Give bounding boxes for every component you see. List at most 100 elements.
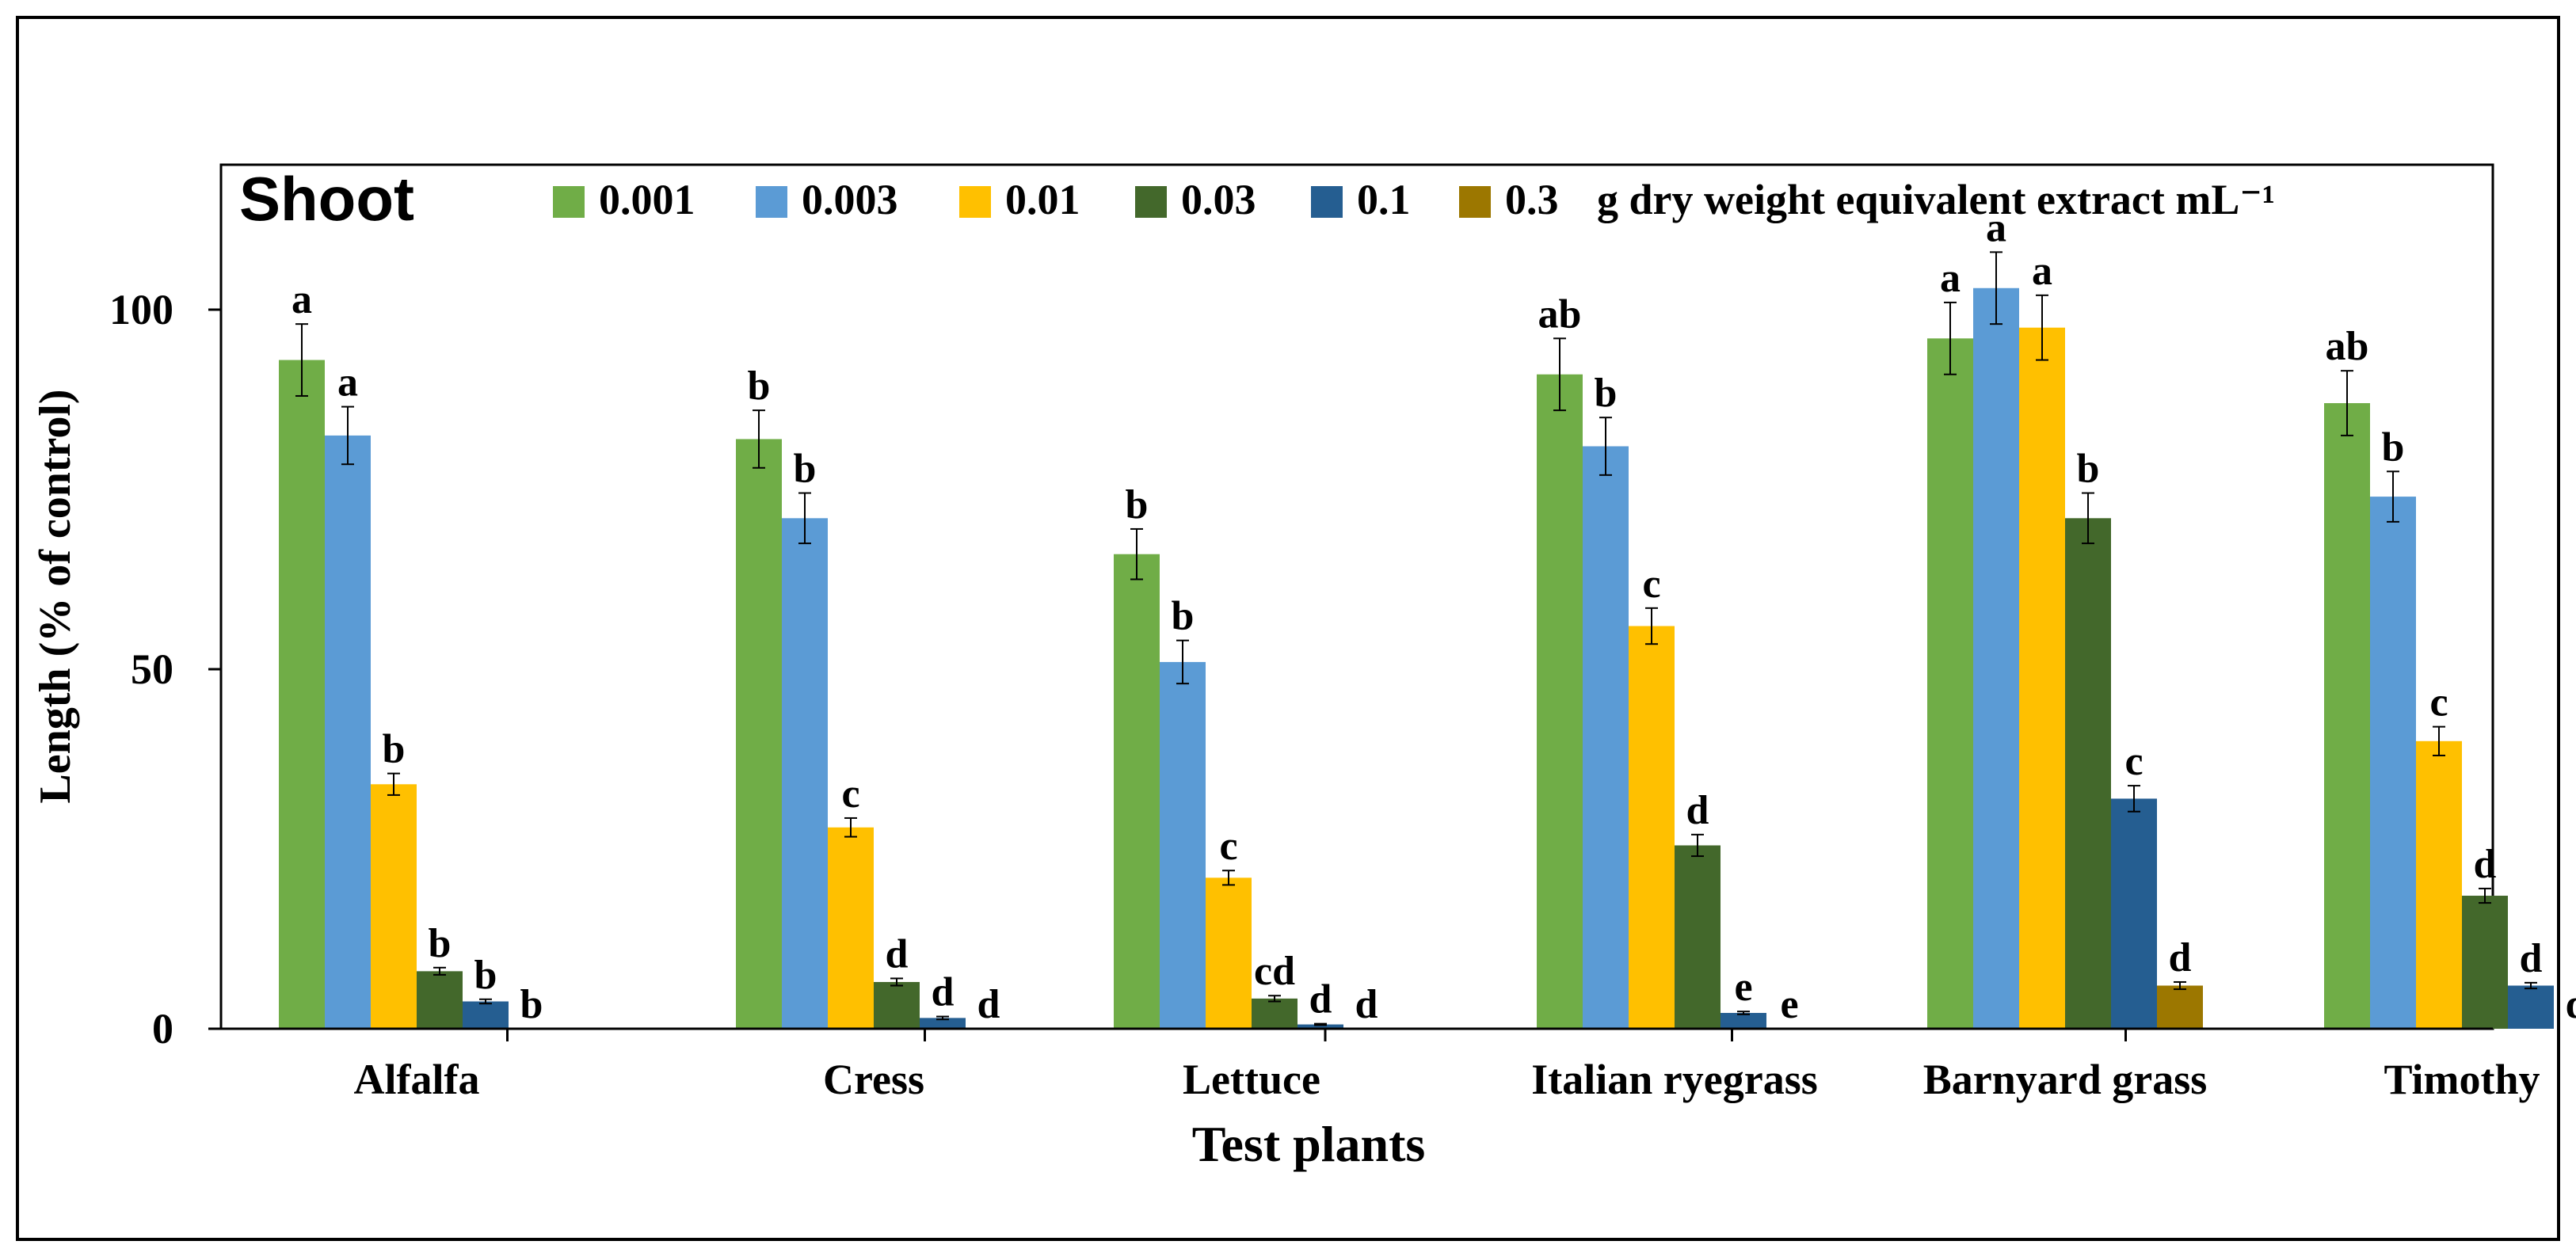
- bar-cress-0-003: [782, 518, 828, 1029]
- bar-timothy-0-1: [2508, 985, 2554, 1029]
- legend-label-0-1: 0.1: [1357, 176, 1411, 223]
- legend-swatch-0-1: [1311, 186, 1343, 218]
- significance-letter-barnyard-grass-0-001: a: [1940, 256, 1961, 301]
- bar-lettuce-0-001: [1114, 554, 1160, 1029]
- bar-timothy-0-01: [2416, 740, 2462, 1029]
- bar-lettuce-0-1: [1298, 1024, 1343, 1029]
- bar-barnyard-grass-0-003: [1973, 287, 2019, 1029]
- y-tick-label-0: 0: [152, 1005, 173, 1053]
- bar-timothy-0-03: [2462, 896, 2508, 1029]
- legend-item-0-001: 0.001: [553, 176, 695, 223]
- y-axis: 0 50 100: [109, 286, 221, 1053]
- significance-letter-timothy-0-001: ab: [2326, 324, 2369, 369]
- bar-cress-0-1: [920, 1018, 966, 1029]
- bar-groups: aabbbbbbcdddbbccdddabbcdeeaaabcdabbcddd: [221, 205, 2576, 1030]
- significance-letter-cress-0-01: c: [841, 771, 859, 817]
- legend-unit-label: g dry weight equivalent extract mL⁻¹: [1597, 176, 2275, 223]
- legend-item-0-03: 0.03: [1135, 176, 1256, 223]
- significance-letter-timothy-0-3: d: [2566, 982, 2576, 1027]
- y-tick-label-100: 100: [109, 286, 173, 333]
- bar-italian-ryegrass-0-003: [1583, 446, 1629, 1029]
- significance-letter-alfalfa-0-01: b: [383, 727, 406, 772]
- bar-barnyard-grass-0-1: [2111, 798, 2157, 1029]
- significance-letter-barnyard-grass-0-1: c: [2124, 739, 2143, 784]
- significance-letter-cress-0-3: d: [977, 982, 1000, 1027]
- significance-letter-alfalfa-0-1: b: [474, 953, 497, 998]
- x-axis: Alfalfa Cress Lettuce Italian ryegrass Barny…: [354, 1029, 2540, 1103]
- x-tick-label-lettuce: Lettuce: [1183, 1056, 1320, 1103]
- significance-letter-italian-ryegrass-0-01: c: [1642, 561, 1660, 607]
- bar-alfalfa-0-1: [463, 1001, 509, 1029]
- x-tick-label-alfalfa: Alfalfa: [354, 1056, 480, 1103]
- significance-letter-italian-ryegrass-0-003: b: [1595, 371, 1618, 416]
- x-axis-label: Test plants: [1192, 1116, 1426, 1172]
- legend-item-0-1: 0.1: [1311, 176, 1411, 223]
- legend-swatch-0-003: [756, 186, 787, 218]
- legend: 0.001 0.003 0.01 0.03 0.1 0.3: [553, 176, 1559, 223]
- significance-letter-italian-ryegrass-0-03: d: [1686, 788, 1709, 833]
- legend-label-0-03: 0.03: [1181, 176, 1256, 223]
- y-tick-label-50: 50: [131, 645, 173, 693]
- bar-barnyard-grass-0-001: [1927, 338, 1973, 1029]
- bar-alfalfa-0-001: [279, 360, 325, 1029]
- legend-item-0-01: 0.01: [959, 176, 1080, 223]
- significance-letter-lettuce-0-1: d: [1309, 977, 1332, 1022]
- significance-letter-lettuce-0-03: cd: [1254, 949, 1295, 994]
- bar-group-italian-ryegrass: abb c d e e: [1537, 291, 1799, 1030]
- legend-label-0-003: 0.003: [802, 176, 898, 223]
- significance-letter-alfalfa-0-003: a: [337, 360, 358, 405]
- bar-timothy-0-001: [2324, 403, 2370, 1029]
- significance-letter-alfalfa-0-3: b: [520, 982, 543, 1027]
- bar-group-timothy: abbcddd: [2324, 324, 2576, 1029]
- significance-letter-cress-0-003: b: [794, 447, 817, 492]
- bar-barnyard-grass-0-3: [2157, 985, 2203, 1029]
- significance-letter-italian-ryegrass-0-001: ab: [1538, 291, 1582, 337]
- bar-cress-0-03: [874, 981, 920, 1029]
- bar-italian-ryegrass-0-1: [1721, 1013, 1766, 1029]
- bar-alfalfa-0-003: [325, 435, 371, 1029]
- significance-letter-timothy-0-03: d: [2474, 842, 2497, 887]
- significance-letter-barnyard-grass-0-03: b: [2077, 447, 2100, 492]
- bar-timothy-0-003: [2370, 497, 2416, 1029]
- significance-letter-barnyard-grass-0-3: d: [2169, 935, 2192, 980]
- bar-barnyard-grass-0-01: [2019, 327, 2065, 1029]
- significance-letter-barnyard-grass-0-01: a: [2032, 249, 2052, 294]
- significance-letter-timothy-0-1: d: [2520, 936, 2543, 981]
- x-tick-label-cress: Cress: [823, 1056, 924, 1103]
- legend-swatch-0-01: [959, 186, 991, 218]
- legend-item-0-003: 0.003: [756, 176, 898, 223]
- bar-barnyard-grass-0-03: [2065, 518, 2111, 1029]
- significance-letter-cress-0-1: d: [932, 970, 955, 1015]
- significance-letter-lettuce-0-001: b: [1126, 482, 1149, 527]
- bar-alfalfa-0-03: [417, 971, 463, 1029]
- significance-letter-lettuce-0-3: d: [1355, 982, 1378, 1027]
- x-tick-label-timothy: Timothy: [2384, 1056, 2540, 1103]
- y-axis-label: Length (% of control): [31, 389, 80, 803]
- bar-italian-ryegrass-0-001: [1537, 374, 1583, 1030]
- bar-cress-0-001: [736, 439, 782, 1029]
- legend-label-0-01: 0.01: [1005, 176, 1080, 223]
- significance-letter-lettuce-0-003: b: [1172, 594, 1195, 639]
- legend-swatch-0-03: [1135, 186, 1167, 218]
- legend-item-0-3: 0.3: [1459, 176, 1559, 223]
- figure-border: [16, 16, 2560, 1241]
- significance-letter-barnyard-grass-0-003: a: [1986, 205, 2006, 250]
- legend-label-0-3: 0.3: [1505, 176, 1559, 223]
- legend-label-0-001: 0.001: [599, 176, 695, 223]
- significance-letter-italian-ryegrass-0-3: e: [1780, 982, 1798, 1027]
- x-tick-label-italian-ryegrass: Italian ryegrass: [1531, 1056, 1817, 1103]
- bar-cress-0-01: [828, 827, 874, 1029]
- significance-letter-italian-ryegrass-0-1: e: [1734, 965, 1752, 1010]
- significance-letter-cress-0-001: b: [748, 364, 771, 409]
- bar-lettuce-0-01: [1206, 877, 1252, 1029]
- legend-swatch-0-3: [1459, 186, 1491, 218]
- significance-letter-lettuce-0-01: c: [1219, 824, 1237, 869]
- bar-italian-ryegrass-0-03: [1675, 845, 1721, 1029]
- significance-letter-cress-0-03: d: [886, 931, 909, 976]
- chart-title: Shoot: [239, 164, 414, 234]
- bar-lettuce-0-03: [1252, 998, 1298, 1029]
- x-tick-label-barnyard-grass: Barnyard grass: [1923, 1056, 2208, 1103]
